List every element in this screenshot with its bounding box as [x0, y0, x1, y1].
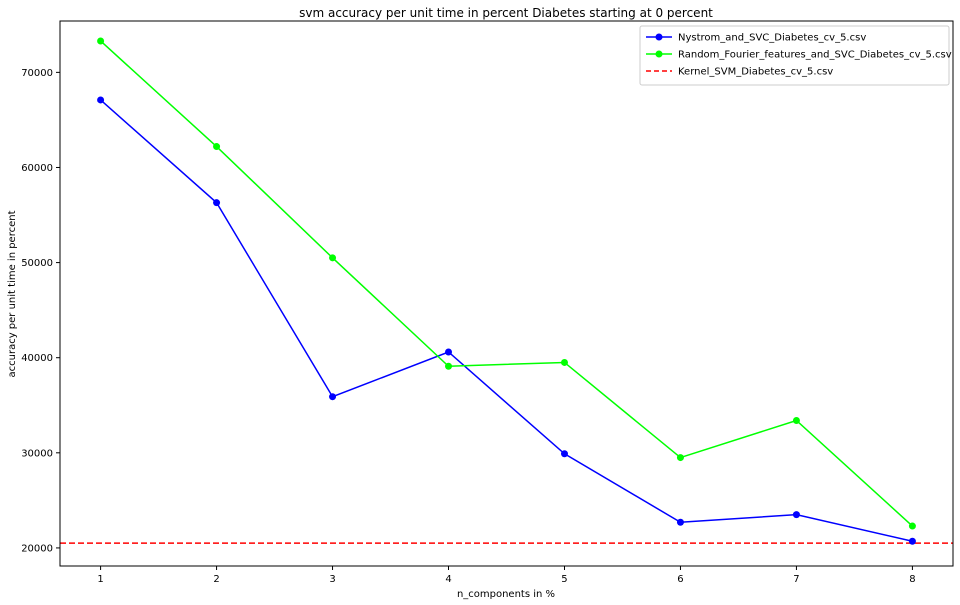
- chart-title: svm accuracy per unit time in percent Di…: [299, 6, 713, 20]
- plot-background: [60, 21, 953, 566]
- legend-marker: [655, 33, 663, 41]
- legend: Nystrom_and_SVC_Diabetes_cv_5.csv Random_…: [639, 25, 952, 86]
- y-tick-label: 50000: [21, 258, 53, 269]
- data-point: [908, 522, 916, 530]
- x-tick-label: 6: [677, 574, 683, 585]
- x-tick-label: 3: [329, 574, 335, 585]
- series-line-0: [100, 99, 913, 543]
- data-point: [213, 199, 221, 207]
- y-tick-label: 30000: [21, 448, 53, 459]
- plot-frame: [59, 20, 954, 567]
- series-markers: [97, 37, 916, 545]
- legend-marker: [655, 50, 663, 58]
- legend-label: Random_Fourier_features_and_SVC_Diabetes…: [678, 50, 952, 61]
- x-tick-label: 7: [793, 574, 799, 585]
- x-tick-label: 4: [445, 574, 451, 585]
- data-point: [908, 537, 916, 545]
- data-point: [445, 348, 453, 356]
- series-lines: [100, 40, 913, 543]
- plot-area: [60, 21, 953, 566]
- x-tick-label: 1: [97, 574, 103, 585]
- data-point: [792, 416, 800, 424]
- data-point: [560, 450, 568, 458]
- y-tick-label: 70000: [21, 68, 53, 79]
- y-axis-label: accuracy per unit time in percent: [7, 210, 18, 377]
- data-point: [329, 254, 337, 262]
- data-point: [445, 362, 453, 370]
- legend-label: Nystrom_and_SVC_Diabetes_cv_5.csv: [678, 33, 866, 44]
- data-point: [676, 454, 684, 462]
- data-point: [213, 143, 221, 151]
- y-axis: 20000 30000 40000 50000 60000 70000: [21, 68, 60, 554]
- legend-label: Kernel_SVM_Diabetes_cv_5.csv: [678, 67, 833, 78]
- data-point: [97, 37, 105, 45]
- y-tick-label: 20000: [21, 543, 53, 554]
- x-tick-label: 2: [213, 574, 219, 585]
- x-tick-label: 5: [561, 574, 567, 585]
- data-point: [560, 358, 568, 366]
- legend-box: [639, 25, 950, 86]
- series-line-1: [100, 40, 913, 527]
- data-point: [329, 393, 337, 401]
- y-tick-label: 40000: [21, 353, 53, 364]
- x-axis-label: n_components in %: [457, 589, 555, 600]
- data-point: [97, 96, 105, 104]
- x-axis: 1 2 3 4 5 6 7 8: [97, 566, 916, 585]
- y-tick-label: 60000: [21, 163, 53, 174]
- x-tick-label: 8: [909, 574, 915, 585]
- data-point: [676, 518, 684, 526]
- data-point: [792, 511, 800, 519]
